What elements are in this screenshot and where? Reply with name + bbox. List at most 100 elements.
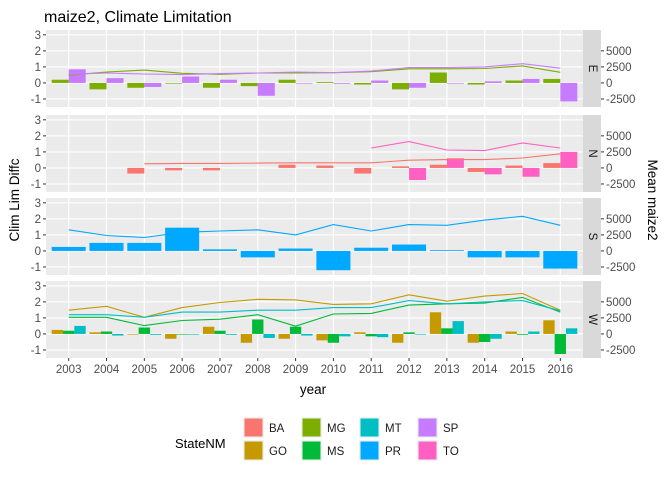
y2-axis-label: Mean maize2 bbox=[645, 159, 660, 240]
bar-sp bbox=[68, 69, 86, 83]
bar-mg bbox=[127, 82, 145, 88]
bar-go bbox=[51, 329, 64, 334]
legend-label: SP bbox=[443, 423, 459, 435]
y-tick-label: 1 bbox=[35, 313, 41, 325]
facet-strip bbox=[583, 115, 601, 192]
bar-mg bbox=[392, 82, 410, 90]
line-go bbox=[68, 292, 561, 318]
bar-ms bbox=[327, 333, 340, 343]
y-tick-label: 0 bbox=[35, 163, 41, 175]
x-tick-label: 2012 bbox=[396, 364, 422, 376]
bar-mt bbox=[490, 333, 502, 339]
bar-mg bbox=[202, 82, 220, 88]
bar-sp bbox=[182, 76, 200, 83]
y-tick-label: -1 bbox=[31, 179, 41, 191]
legend-key-ms bbox=[302, 441, 321, 460]
bar-mg bbox=[240, 82, 258, 87]
bar-go bbox=[165, 333, 177, 339]
bar-ms bbox=[479, 333, 491, 342]
y-tick-label: 1 bbox=[35, 62, 41, 74]
x-axis-label: year bbox=[300, 382, 327, 397]
facet-strip-label: E bbox=[586, 65, 598, 73]
bar-pr bbox=[51, 246, 86, 251]
y-tick-label: 3 bbox=[35, 281, 41, 293]
y2-tick-label: 0 bbox=[606, 163, 612, 175]
y-tick-label: 3 bbox=[35, 115, 41, 127]
bar-go bbox=[429, 312, 442, 334]
legend-label: PR bbox=[385, 446, 401, 458]
x-tick-label: 2004 bbox=[94, 364, 120, 376]
bar-go bbox=[240, 333, 253, 343]
bar-sp bbox=[560, 82, 578, 102]
line-ba bbox=[144, 153, 561, 165]
y-tick-label: 0 bbox=[35, 246, 41, 258]
y-tick-label: 3 bbox=[35, 30, 41, 42]
y2-tick-label: 2500 bbox=[606, 313, 632, 325]
y-tick-label: 2 bbox=[35, 214, 41, 226]
y-tick-label: 2 bbox=[35, 297, 41, 309]
x-tick-label: 2014 bbox=[472, 364, 498, 376]
bar-mg bbox=[505, 80, 523, 83]
y2-tick-label: 5000 bbox=[606, 214, 632, 226]
legend-key-pr bbox=[360, 441, 379, 460]
bar-pr bbox=[202, 249, 237, 251]
bar-ms bbox=[289, 326, 302, 334]
x-tick-label: 2006 bbox=[169, 364, 195, 376]
x-tick-label: 2008 bbox=[245, 364, 271, 376]
legend-label: MS bbox=[327, 446, 345, 458]
legend-key-mt bbox=[360, 418, 379, 437]
bar-ba bbox=[127, 167, 145, 174]
x-tick-label: 2005 bbox=[132, 364, 158, 376]
y-tick-label: 0 bbox=[35, 329, 41, 341]
bar-ba bbox=[392, 166, 410, 168]
x-tick-label: 2010 bbox=[321, 364, 347, 376]
bar-sp bbox=[333, 82, 351, 84]
bar-pr bbox=[278, 248, 313, 251]
bar-ba bbox=[429, 164, 447, 168]
bar-ba bbox=[278, 164, 296, 168]
y2-tick-label: 5000 bbox=[606, 297, 632, 309]
bar-mg bbox=[278, 79, 296, 83]
bar-to bbox=[484, 167, 502, 175]
bar-mg bbox=[89, 82, 107, 90]
bar-go bbox=[202, 326, 215, 334]
y2-tick-label: 0 bbox=[606, 329, 612, 341]
bar-pr bbox=[89, 242, 124, 251]
panel-background bbox=[46, 115, 583, 192]
bar-ba bbox=[354, 167, 372, 174]
bar-ba bbox=[505, 165, 523, 168]
bar-ms bbox=[138, 327, 150, 334]
y-tick-label: -1 bbox=[31, 94, 41, 106]
bar-sp bbox=[484, 81, 502, 83]
bar-go bbox=[392, 333, 404, 343]
bar-pr bbox=[467, 250, 502, 258]
facet-strip-label: S bbox=[586, 233, 598, 241]
bar-go bbox=[278, 333, 290, 339]
bar-ms bbox=[100, 331, 113, 334]
bar-ms bbox=[365, 333, 377, 337]
bar-mg bbox=[354, 82, 372, 85]
legend-label: MT bbox=[385, 423, 402, 435]
bar-pr bbox=[127, 242, 162, 251]
bar-go bbox=[127, 333, 139, 335]
bar-pr bbox=[165, 227, 200, 251]
bar-mg bbox=[429, 72, 447, 83]
bar-mg bbox=[543, 78, 561, 83]
chart-title: maize2, Climate Limitation bbox=[44, 9, 232, 26]
bar-ms bbox=[403, 332, 415, 334]
y2-tick-label: -2500 bbox=[606, 94, 635, 106]
y2-tick-label: 2500 bbox=[606, 147, 632, 159]
x-tick-label: 2015 bbox=[510, 364, 536, 376]
x-tick-label: 2011 bbox=[359, 364, 384, 376]
line-to bbox=[371, 141, 561, 152]
bar-go bbox=[354, 332, 366, 334]
bar-mg bbox=[51, 79, 69, 83]
bar-to bbox=[522, 167, 540, 177]
legend-key-ba bbox=[244, 418, 263, 437]
bar-sp bbox=[106, 78, 124, 83]
y-axis-label: Clim Lim Diffc bbox=[7, 158, 22, 241]
bar-mt bbox=[149, 333, 162, 335]
bar-to bbox=[560, 151, 578, 168]
bar-go bbox=[505, 331, 517, 334]
